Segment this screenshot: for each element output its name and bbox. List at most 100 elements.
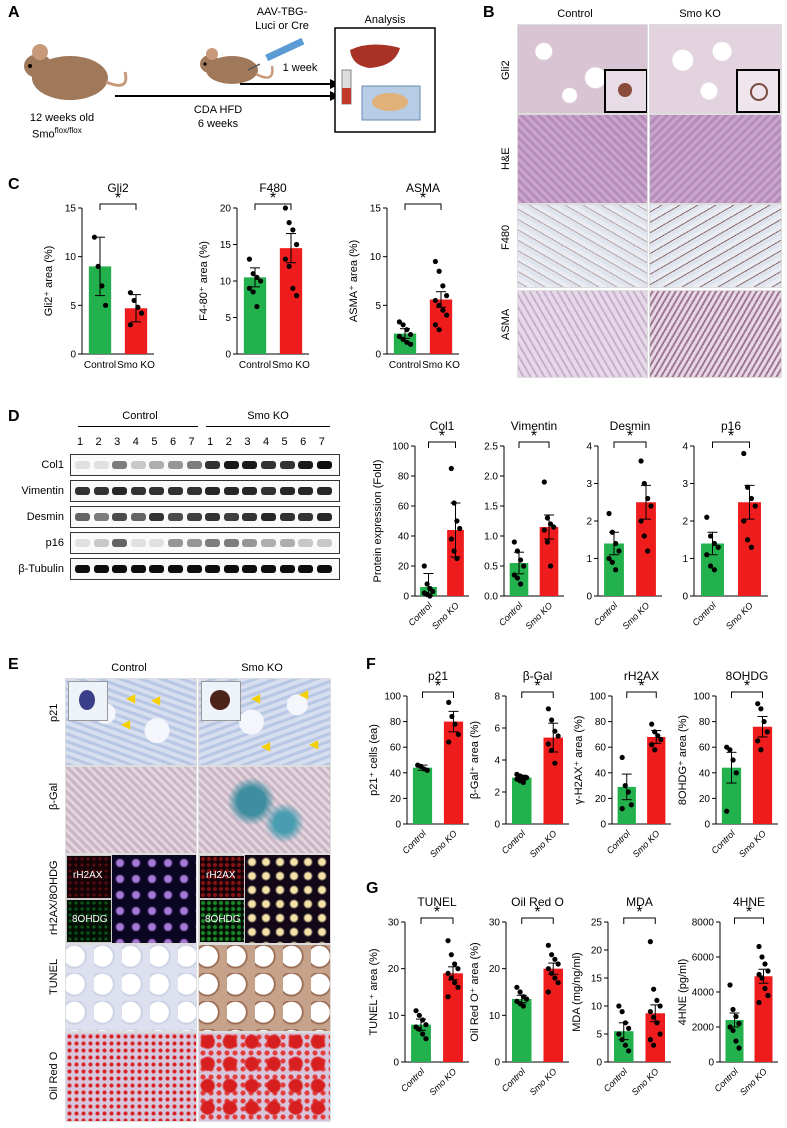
panel-label-c: C bbox=[8, 176, 20, 193]
chart-title: β-Gal bbox=[523, 669, 553, 683]
chart-c-f480: F480 0 5 10 15 20 F4-80⁺ area (%) Control Smo KO… bbox=[198, 181, 310, 371]
data-point bbox=[549, 717, 555, 723]
y-tick-label: 10 bbox=[489, 1011, 501, 1022]
y-axis-label: Oil Red O⁺ area (%) bbox=[469, 942, 481, 1041]
b-image-asma-smoko bbox=[649, 290, 782, 378]
y-tick-label: 1.5 bbox=[484, 502, 498, 513]
data-point bbox=[619, 754, 625, 761]
data-point bbox=[521, 563, 527, 569]
y-tick-label: 0 bbox=[494, 1058, 500, 1069]
bar bbox=[443, 721, 464, 824]
e-inset-p21-smoko-nucleus bbox=[210, 690, 230, 710]
data-point bbox=[541, 527, 547, 533]
wb-band bbox=[242, 487, 258, 495]
wb-band bbox=[261, 565, 276, 573]
b-inset-smoko-nucleus bbox=[750, 83, 768, 101]
wb-lane-number: 1 bbox=[76, 436, 84, 448]
y-tick-label: 10 bbox=[370, 252, 382, 263]
data-point bbox=[648, 503, 654, 509]
data-point bbox=[613, 567, 619, 573]
schematic: 12 weeks old Smoflox/flox CDA HFD 6 week… bbox=[0, 0, 480, 170]
data-point bbox=[445, 938, 451, 944]
b-inset-control bbox=[604, 69, 647, 113]
significance-bracket bbox=[712, 441, 750, 448]
y-tick-label: 2.0 bbox=[484, 472, 498, 483]
data-point bbox=[657, 1031, 663, 1037]
wb-band bbox=[261, 513, 276, 521]
chart-g-4hne: 4HNE 0 2000 4000 6000 8000 4HNE (pg/ml) Control… bbox=[677, 895, 778, 1097]
y-tick-label: 6000 bbox=[692, 953, 715, 964]
bar bbox=[511, 999, 532, 1062]
data-point bbox=[452, 980, 458, 986]
wb-lane-number: 1 bbox=[207, 436, 214, 448]
chart-d-p16: p16 0 1 2 3 4 Control Smo KO * bbox=[682, 419, 768, 631]
x-tick-label: Control bbox=[84, 360, 116, 371]
data-point bbox=[638, 518, 644, 524]
wb-band bbox=[298, 461, 314, 469]
y-tick-label: 100 bbox=[589, 692, 606, 703]
data-point bbox=[616, 1031, 622, 1037]
wb-band bbox=[205, 539, 221, 547]
y-tick-label: 0 bbox=[494, 820, 500, 831]
data-point bbox=[647, 1009, 653, 1015]
data-point bbox=[619, 1009, 625, 1015]
data-point bbox=[452, 721, 458, 727]
wb-band bbox=[223, 513, 239, 521]
y-tick-label: 60 bbox=[390, 743, 402, 754]
y-tick-label: 100 bbox=[693, 692, 710, 703]
b-inset-smoko bbox=[736, 69, 780, 113]
chart-g-tunel: TUNEL 0 10 20 30 TUNEL⁺ area (%) Control Smo KO… bbox=[368, 895, 469, 1097]
x-tick-label: Smo KO bbox=[528, 828, 559, 859]
panel-label-f: F bbox=[366, 656, 376, 673]
wb-band bbox=[130, 461, 146, 469]
y-tick-label: 5 bbox=[596, 1030, 602, 1041]
data-point bbox=[520, 779, 526, 785]
e-image-tunel-control bbox=[65, 944, 197, 1032]
data-point bbox=[254, 303, 260, 310]
diet-label: CDA HFD bbox=[193, 104, 243, 116]
data-point bbox=[649, 742, 655, 748]
y-tick-label: 0.5 bbox=[484, 562, 498, 573]
wb-band bbox=[261, 539, 276, 547]
e-row-rh2ax-8ohdg: rH2AX/8OHDG bbox=[48, 860, 60, 935]
data-point bbox=[432, 258, 439, 265]
x-tick-label: Smo KO bbox=[724, 600, 755, 631]
e-arrow-icon: ◀ bbox=[251, 691, 261, 705]
e-inset-p21-smoko bbox=[201, 681, 241, 721]
y-tick-label: 8000 bbox=[692, 918, 715, 929]
y-tick-label: 10 bbox=[591, 1002, 603, 1013]
y-tick-label: 4000 bbox=[692, 988, 715, 999]
y-tick-label: 0 bbox=[70, 350, 76, 361]
data-point bbox=[711, 540, 718, 547]
panel-label-b: B bbox=[483, 4, 495, 21]
wb-band bbox=[205, 565, 221, 573]
data-point bbox=[290, 285, 296, 291]
e-merge-smoko bbox=[245, 855, 330, 943]
data-point bbox=[436, 302, 442, 308]
tube-icon bbox=[341, 69, 352, 105]
data-point bbox=[707, 563, 714, 569]
y-tick-label: 0 bbox=[403, 592, 409, 603]
wb-line-smoko bbox=[206, 426, 330, 427]
data-point bbox=[609, 559, 615, 565]
wb-band bbox=[130, 565, 146, 573]
data-point bbox=[286, 263, 292, 269]
data-point bbox=[396, 319, 403, 325]
data-point bbox=[626, 1025, 632, 1031]
wb-band bbox=[186, 513, 202, 521]
data-point bbox=[290, 227, 296, 233]
b-image-asma-control bbox=[517, 290, 648, 378]
e-row-tunel: TUNEL bbox=[48, 958, 60, 995]
data-point bbox=[756, 999, 762, 1006]
data-point bbox=[616, 548, 622, 554]
virus-line1: AAV-TBG- bbox=[256, 6, 308, 18]
wb-band bbox=[93, 539, 109, 547]
data-point bbox=[549, 952, 555, 958]
wb-band bbox=[168, 565, 183, 573]
data-point bbox=[246, 285, 253, 291]
significance-star: * bbox=[534, 904, 540, 921]
wb-lane-number: 6 bbox=[169, 436, 177, 448]
data-point bbox=[606, 555, 612, 562]
significance-star: * bbox=[746, 904, 752, 921]
